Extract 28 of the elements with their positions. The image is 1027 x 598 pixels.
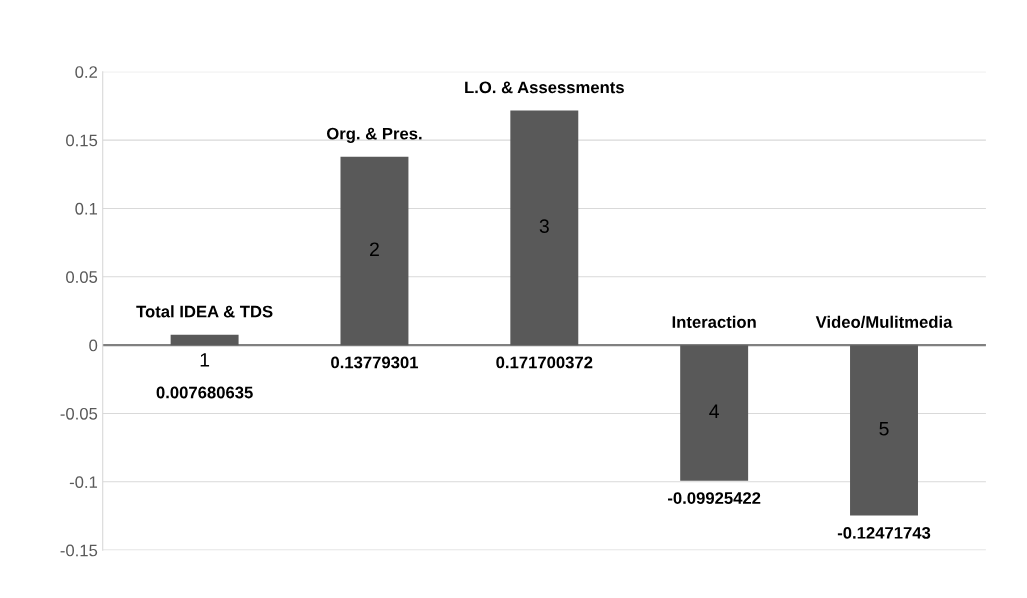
y-tick-label: -0.15 <box>60 544 98 557</box>
x-tick-label: 1 <box>200 353 210 367</box>
bar <box>170 334 239 346</box>
data-label: 0.007680635 <box>156 386 253 399</box>
annotation: L.O. & Assessments <box>465 81 624 94</box>
y-tick-label: 0.2 <box>75 66 97 78</box>
annotation: Org. & Pres. <box>326 127 422 143</box>
annotation: Video/Mulitmedia <box>815 315 953 329</box>
bar <box>510 110 579 346</box>
x-tick-label: 2 <box>370 242 379 256</box>
y-tick-label: 0.15 <box>66 134 98 147</box>
y-tick-label: 0 <box>89 339 98 352</box>
data-label: 0.13779301 <box>331 356 419 369</box>
bar <box>850 345 918 516</box>
data-label: 0.171700372 <box>496 356 593 369</box>
annotation: Total IDEA & TDS <box>136 305 273 318</box>
bar <box>680 345 749 481</box>
x-tick-label: 4 <box>709 404 719 418</box>
data-label: -0.09925422 <box>668 492 761 504</box>
x-tick-label: 3 <box>539 219 549 234</box>
annotation: Interaction <box>672 315 756 328</box>
bar <box>340 156 409 346</box>
x-tick-label: 5 <box>879 422 889 436</box>
y-tick-label: -0.1 <box>69 476 98 489</box>
y-tick-label: 0.1 <box>75 202 98 215</box>
data-label: -0.12471743 <box>837 526 931 539</box>
y-tick-label: 0.05 <box>66 271 98 283</box>
y-tick-label: -0.05 <box>60 407 98 420</box>
